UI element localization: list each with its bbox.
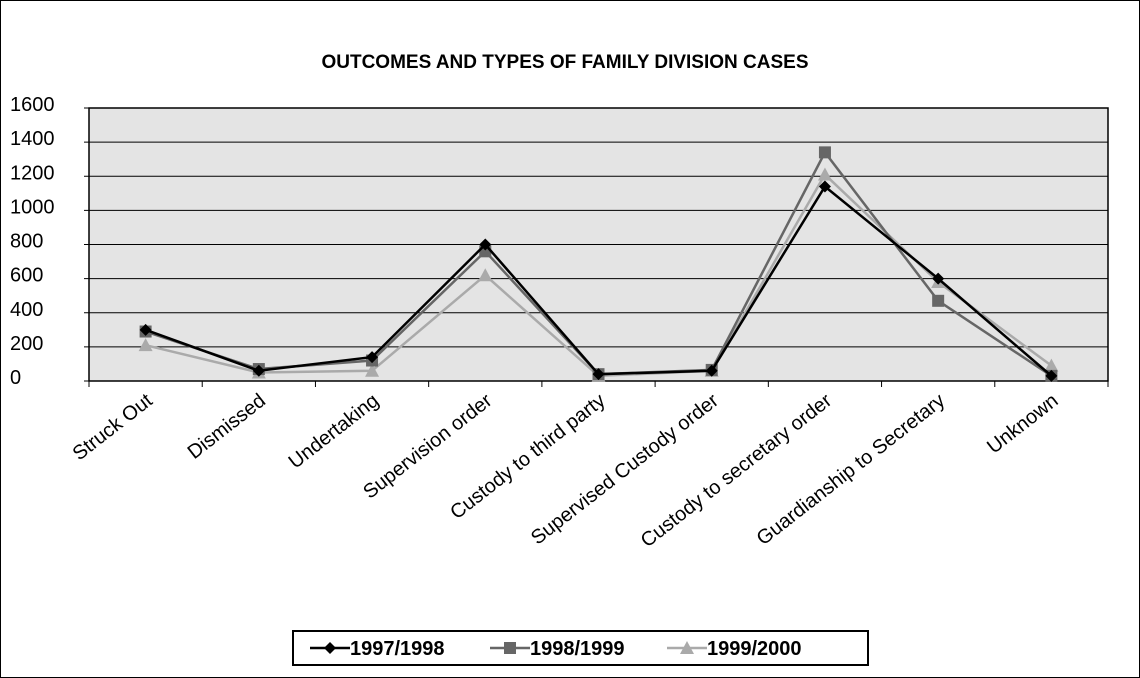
data-point	[1045, 369, 1058, 382]
data-point	[365, 363, 380, 377]
legend-label: 1999/2000	[707, 638, 802, 660]
data-point	[138, 338, 153, 352]
y-tick-label: 1400	[10, 128, 55, 150]
data-point	[366, 351, 379, 364]
legend-label: 1998/1999	[530, 638, 625, 660]
y-tick-label: 1600	[10, 94, 55, 116]
legend-marker	[680, 641, 694, 654]
y-tick-label: 1200	[10, 162, 55, 184]
y-tick-label: 1000	[10, 196, 55, 218]
data-point	[932, 294, 945, 307]
x-axis: Struck Out Dismissed UndertakingSupervisio…	[69, 381, 1109, 552]
legend-box	[292, 630, 869, 666]
y-axis: 0 200 400 600 800 1000 1200 1400 1600	[10, 94, 89, 389]
data-point	[1044, 358, 1059, 372]
legend-marker	[504, 642, 516, 654]
legend: 1997/1998 1998/1999 1999/2000	[292, 630, 869, 666]
data-point	[592, 368, 605, 381]
x-tick-label: Dismissed	[184, 390, 270, 464]
y-tick-label: 0	[10, 367, 21, 389]
x-tick-label: Custody to secretary order	[637, 389, 837, 552]
data-point	[932, 272, 945, 285]
x-tick-label: Undertaking	[285, 390, 384, 474]
data-point	[817, 167, 832, 181]
series-0	[139, 180, 1058, 382]
data-point	[818, 180, 831, 193]
x-tick-label: Supervised Custody order	[527, 389, 723, 549]
legend-label: 1997/1998	[350, 638, 445, 660]
data-point	[479, 238, 492, 251]
y-tick-label: 200	[10, 333, 43, 355]
x-tick-label: Struck Out	[69, 389, 157, 465]
y-tick-label: 600	[10, 265, 43, 287]
data-point	[818, 146, 831, 159]
data-point	[139, 323, 152, 336]
grid-lines	[89, 141, 1108, 348]
data-point	[478, 268, 493, 282]
x-tick-label: Guardianship to Secretary	[753, 390, 950, 550]
data-point	[705, 364, 718, 377]
legend-marker	[324, 642, 336, 654]
x-tick-label: Unknown	[983, 390, 1062, 459]
series-group	[138, 146, 1059, 382]
y-tick-label: 800	[10, 231, 43, 253]
chart-title: OUTCOMES AND TYPES OF FAMILY DIVISION CA…	[321, 52, 808, 73]
y-tick-label: 400	[10, 299, 43, 321]
data-point	[252, 364, 265, 377]
